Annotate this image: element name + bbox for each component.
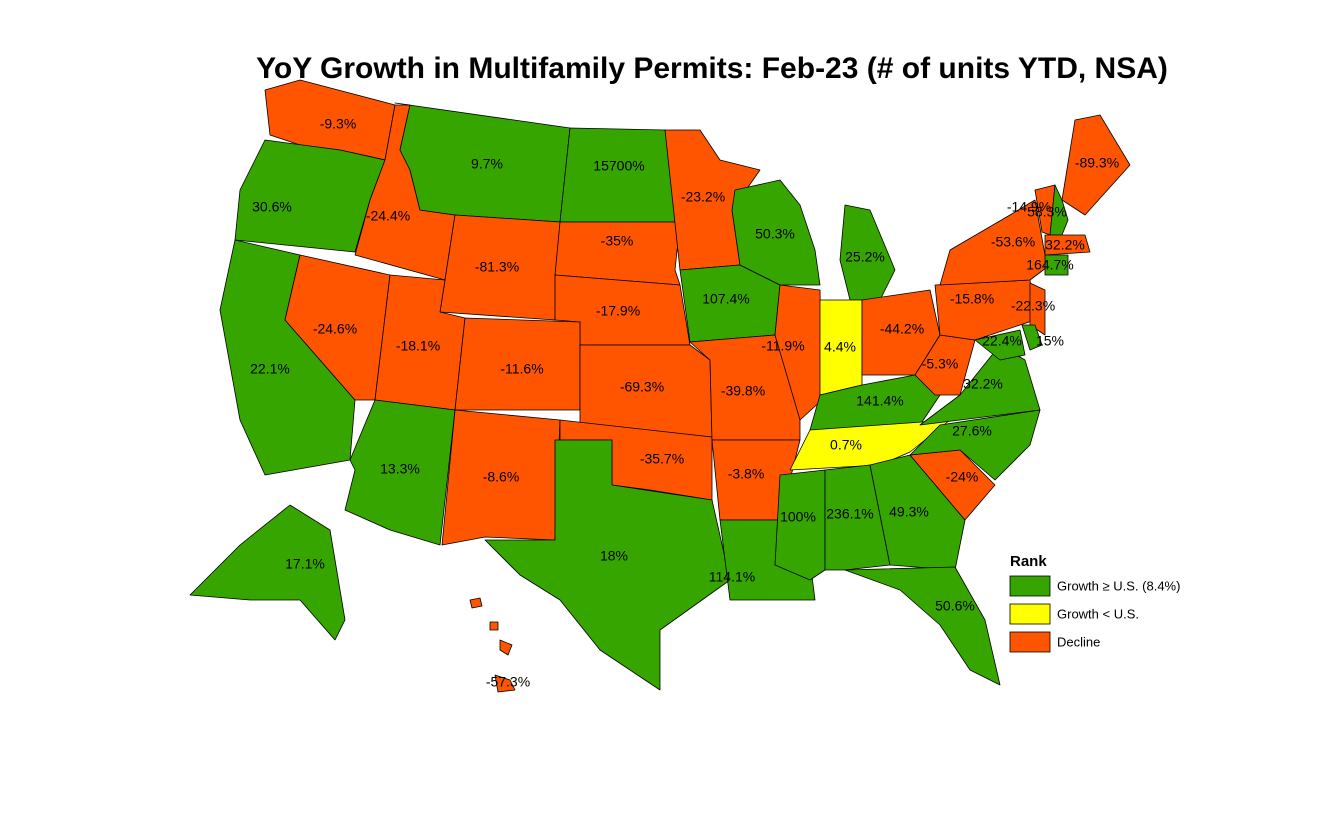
legend-label: Growth < U.S. bbox=[1057, 606, 1139, 621]
state-shape bbox=[1021, 324, 1043, 351]
state-label: -11.9% bbox=[761, 338, 804, 354]
legend: Rank Growth ≥ U.S. (8.4%) Growth < U.S. De… bbox=[1009, 553, 1180, 653]
state-shape bbox=[189, 504, 346, 641]
state-label: 58.3% bbox=[1027, 204, 1067, 220]
state-label: 9.7% bbox=[471, 156, 503, 172]
state-label: -8.6% bbox=[483, 469, 520, 485]
state-shape bbox=[914, 334, 976, 396]
state-label: 50.6% bbox=[935, 598, 975, 614]
state-label: -35.7% bbox=[640, 451, 684, 467]
state-shape bbox=[824, 464, 891, 571]
state-shape bbox=[494, 674, 516, 693]
state-label: 32.2% bbox=[963, 376, 1003, 392]
state-labels: -9.3% 30.6% -24.4% 9.7% -81.3% 15700% -35% -17.… bbox=[250, 116, 1119, 690]
state-label: 17.1% bbox=[285, 556, 325, 572]
state-label: -14.9% bbox=[1007, 199, 1051, 215]
map-title: YoY Growth in Multifamily Permits: Feb-2… bbox=[256, 52, 1168, 85]
state-shape bbox=[869, 454, 966, 571]
state-label: -53.6% bbox=[991, 234, 1035, 250]
state-label: -17.9% bbox=[596, 303, 640, 319]
state-label: -81.3% bbox=[475, 259, 519, 275]
state-shape bbox=[1044, 254, 1069, 276]
state-shape bbox=[284, 254, 391, 401]
state-label: -57.3% bbox=[486, 674, 530, 690]
legend-label: Decline bbox=[1057, 634, 1100, 649]
state-label: -9.3% bbox=[320, 116, 357, 132]
legend-swatch bbox=[1009, 631, 1051, 653]
state-label: 13.3% bbox=[380, 461, 420, 477]
state-label: 236.1% bbox=[826, 506, 873, 522]
state-label: 32.2% bbox=[1045, 237, 1085, 253]
state-label: -23.2% bbox=[681, 189, 725, 205]
state-shape bbox=[441, 409, 561, 546]
state-shape bbox=[484, 439, 731, 691]
state-label: -22.3% bbox=[1011, 298, 1055, 314]
state-label: 164.7% bbox=[1026, 257, 1073, 273]
state-label: -24.6% bbox=[313, 321, 357, 337]
state-label: -44.2% bbox=[880, 321, 924, 337]
state-label: 100% bbox=[780, 509, 816, 525]
state-shape bbox=[559, 127, 681, 223]
states bbox=[189, 79, 1131, 693]
state-shape bbox=[489, 621, 499, 631]
state-shape bbox=[439, 214, 561, 321]
state-shape bbox=[1061, 114, 1131, 216]
state-shape bbox=[1029, 282, 1046, 336]
state-shape bbox=[499, 639, 513, 656]
state-label: 0.7% bbox=[830, 437, 862, 453]
state-shape bbox=[974, 329, 1026, 361]
state-label: -35% bbox=[601, 233, 634, 249]
state-label: 4.4% bbox=[824, 339, 856, 355]
legend-label: Growth ≥ U.S. (8.4%) bbox=[1057, 578, 1180, 593]
legend-swatch bbox=[1009, 603, 1051, 625]
state-shape bbox=[469, 597, 483, 609]
state-label: -89.3% bbox=[1075, 155, 1119, 171]
state-label: 107.4% bbox=[702, 291, 749, 307]
legend-title: Rank bbox=[1010, 553, 1047, 570]
state-label: 15% bbox=[1036, 333, 1064, 349]
state-shape bbox=[1049, 184, 1069, 236]
state-label: -24.4% bbox=[366, 208, 410, 224]
state-label: 22.1% bbox=[250, 361, 290, 377]
state-shape bbox=[1044, 234, 1091, 256]
state-label: 22.4% bbox=[982, 333, 1022, 349]
state-label: 18% bbox=[600, 548, 628, 564]
state-label: -18.1% bbox=[396, 338, 440, 354]
state-label: -5.3% bbox=[922, 356, 959, 372]
state-label: 49.3% bbox=[889, 504, 929, 520]
state-label: 50.3% bbox=[755, 226, 795, 242]
state-shape bbox=[844, 566, 1001, 686]
state-label: 141.4% bbox=[856, 393, 903, 409]
state-shape bbox=[774, 469, 826, 581]
state-label: -24% bbox=[946, 469, 979, 485]
state-label: 114.1% bbox=[709, 569, 755, 585]
state-label: -39.8% bbox=[721, 383, 765, 399]
state-shape bbox=[774, 284, 823, 421]
state-label: 27.6% bbox=[952, 423, 992, 439]
state-label: 30.6% bbox=[252, 199, 292, 215]
state-shape bbox=[731, 179, 821, 286]
state-shape bbox=[939, 199, 1051, 286]
state-label: -69.3% bbox=[620, 379, 664, 395]
state-label: -11.6% bbox=[500, 361, 543, 377]
state-label: 15700% bbox=[593, 158, 644, 174]
state-label: -3.8% bbox=[728, 466, 765, 482]
state-label: -15.8% bbox=[950, 291, 994, 307]
state-shape bbox=[554, 221, 681, 286]
state-label: 25.2% bbox=[845, 249, 885, 265]
legend-swatch bbox=[1009, 575, 1051, 597]
